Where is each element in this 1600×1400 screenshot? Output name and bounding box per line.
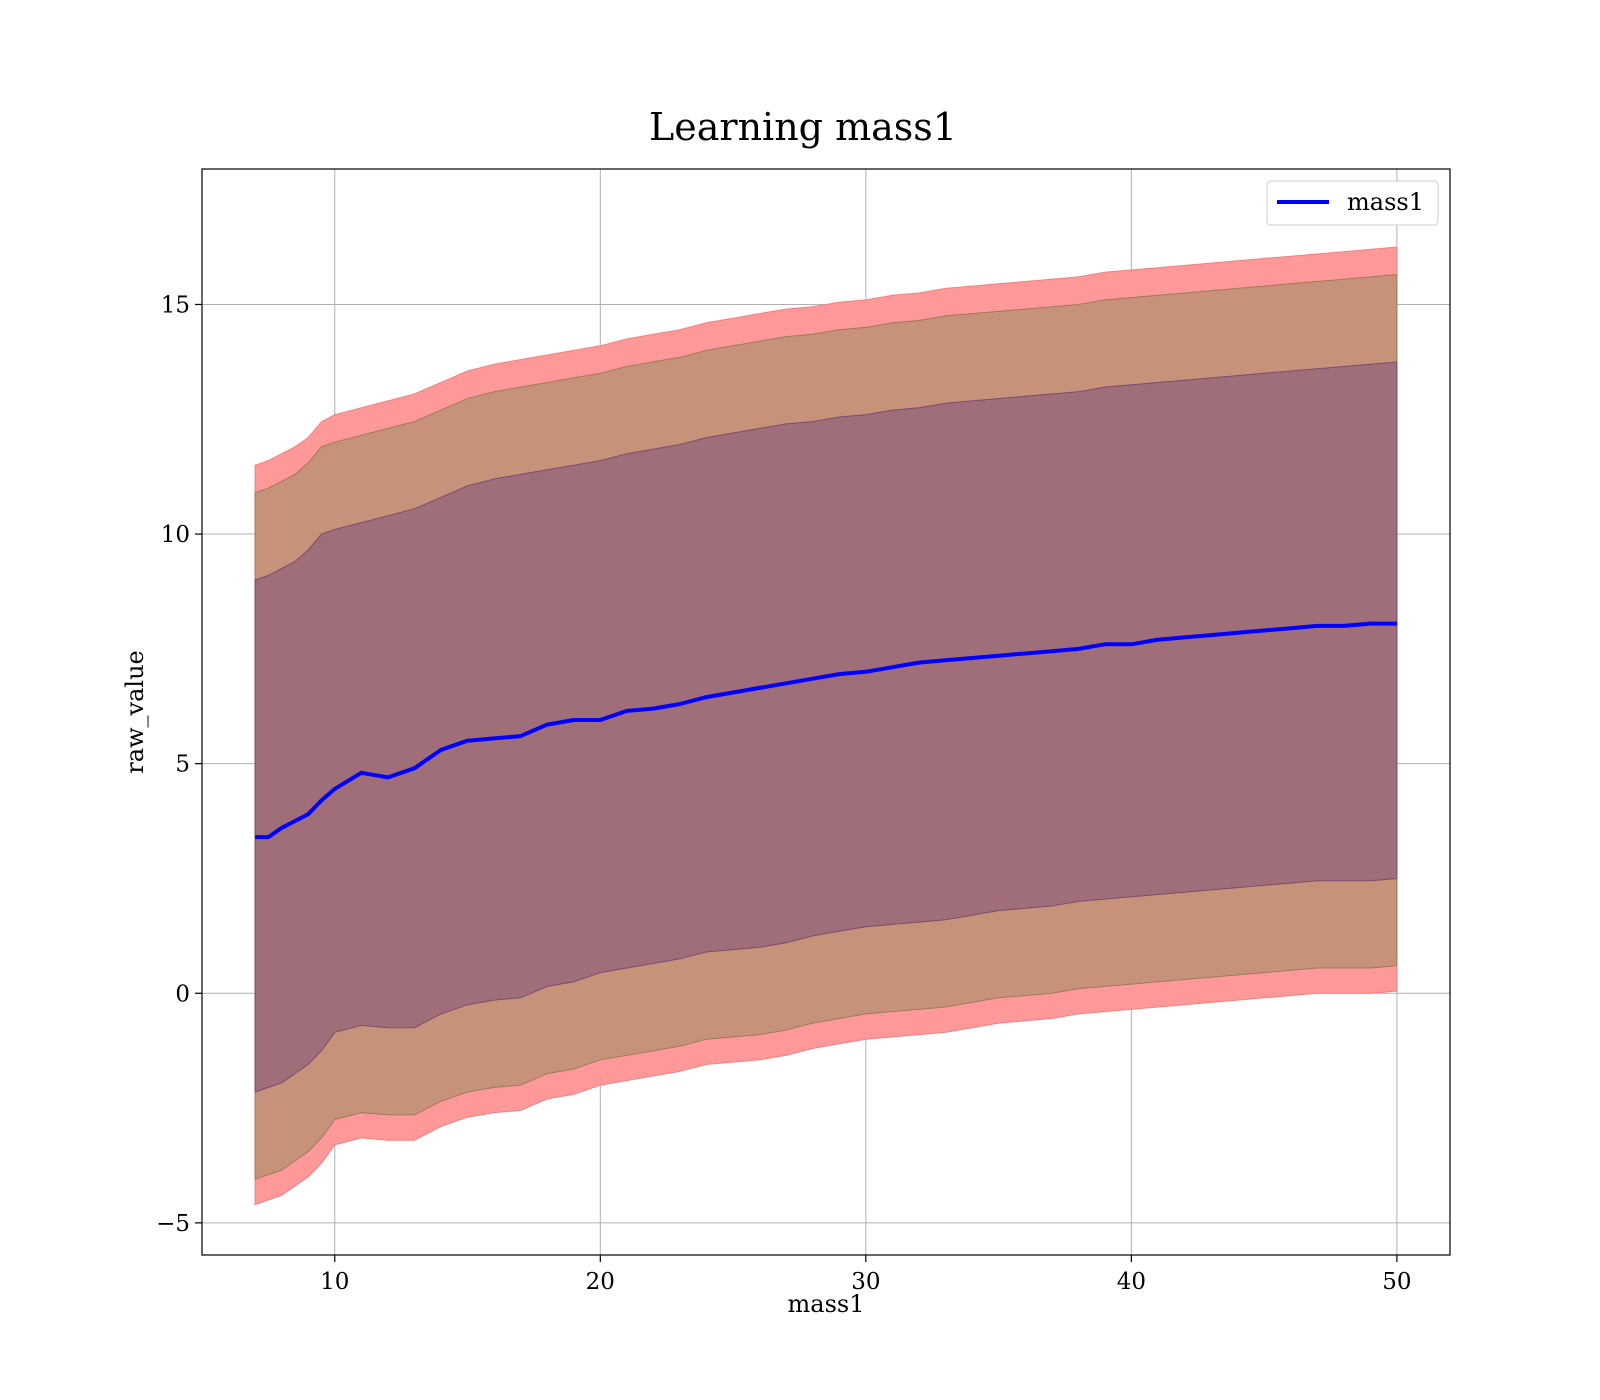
legend-label-mass1: mass1: [1347, 188, 1424, 216]
x-tick-label: 10: [320, 1269, 349, 1295]
plot-frame: [201, 168, 1451, 1256]
band-layer: [254, 246, 1398, 1206]
y-tick-label: 0: [175, 981, 190, 1007]
x-tick-label: 50: [1382, 1269, 1411, 1295]
y-tick-label: −5: [156, 1211, 190, 1237]
x-tick-label: 20: [586, 1269, 615, 1295]
y-axis-ticks: −5 0 5 10 15: [156, 292, 202, 1237]
x-tick-label: 40: [1117, 1269, 1146, 1295]
y-tick-label: 15: [161, 292, 190, 318]
legend-box: [1266, 180, 1439, 226]
series-line-mass1: [255, 621, 1397, 840]
band-inner: [254, 361, 1398, 1093]
x-axis-ticks: 10 20 30 40 50: [320, 1255, 1412, 1295]
x-axis-label: mass1: [788, 1290, 865, 1318]
x-tick-label: 30: [851, 1269, 880, 1295]
plot-area: [201, 168, 1451, 1256]
chart-title: Learning mass1: [649, 105, 957, 149]
y-tick-label: 10: [161, 522, 190, 548]
y-tick-label: 5: [175, 752, 190, 778]
y-axis-label: raw_value: [121, 650, 149, 774]
legend: mass1: [1266, 180, 1439, 226]
line-layer: [255, 621, 1397, 840]
